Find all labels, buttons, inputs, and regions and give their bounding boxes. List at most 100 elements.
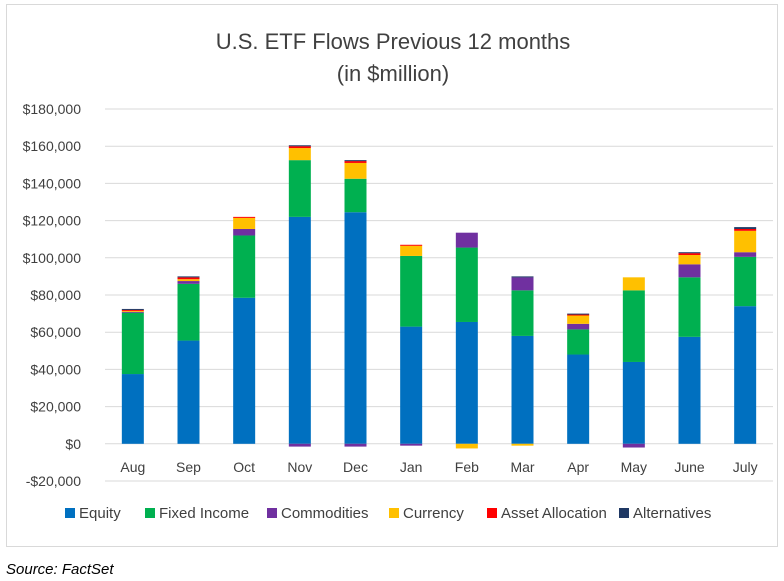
bar-commodities-sep	[177, 281, 200, 284]
bar-currency-nov	[288, 148, 311, 161]
bar-commodities-may	[622, 443, 645, 448]
bar-asset-allocation-oct	[233, 216, 256, 218]
bar-asset-allocation-june	[678, 253, 701, 256]
bar-fixed-income-feb	[455, 247, 478, 322]
y-tick-label: $100,000	[23, 250, 82, 266]
x-axis-ticks: Aug Sep Oct Nov Dec Jan Feb Mar Apr May June July	[120, 459, 757, 475]
bar-asset-allocation-july	[734, 228, 757, 231]
bar-commodities-oct	[233, 228, 256, 236]
bar-currency-june	[678, 255, 701, 265]
bar-currency-may	[622, 277, 645, 291]
legend: Equity Fixed Income Commodities Currency Ass…	[65, 505, 711, 522]
x-tick-label: Dec	[343, 459, 368, 475]
bar-alternatives-sep	[177, 276, 200, 278]
chart-frame: U.S. ETF Flows Previous 12 months (in $m…	[6, 4, 778, 547]
legend-label-asset-allocation: Asset Allocation	[501, 505, 607, 522]
bar-fixed-income-oct	[233, 235, 256, 298]
bar-currency-oct	[233, 217, 256, 229]
bar-commodities-apr	[567, 323, 590, 330]
bar-commodities-july	[734, 252, 757, 257]
bar-commodities-june	[678, 264, 701, 278]
x-tick-label: Feb	[455, 459, 479, 475]
y-tick-label: -$20,000	[26, 473, 81, 489]
x-tick-label: June	[674, 459, 705, 475]
bar-asset-allocation-aug	[121, 309, 144, 311]
bar-alternatives-july	[734, 227, 757, 229]
bar-currency-aug	[121, 310, 144, 312]
bar-asset-allocation-sep	[177, 277, 200, 280]
bar-asset-allocation-nov	[288, 146, 311, 149]
gridlines	[105, 108, 773, 482]
y-tick-label: $120,000	[23, 213, 82, 229]
bar-currency-july	[734, 230, 757, 253]
bar-commodities-jan	[400, 443, 423, 446]
bar-commodities-nov	[288, 443, 311, 447]
y-tick-label: $60,000	[30, 324, 81, 340]
x-tick-label: Mar	[510, 459, 534, 475]
x-tick-label: May	[621, 459, 647, 475]
bar-commodities-dec	[344, 443, 367, 447]
bar-commodities-mar	[511, 277, 534, 291]
bar-asset-allocation-jan	[400, 244, 423, 246]
legend-swatch-commodities	[267, 508, 277, 518]
bar-equity-aug	[121, 374, 144, 444]
bar-currency-apr	[567, 315, 590, 324]
legend-label-commodities: Commodities	[281, 505, 369, 522]
bar-equity-june	[678, 336, 701, 444]
chart-subtitle: (in $million)	[337, 61, 449, 86]
bar-equity-oct	[233, 297, 256, 444]
y-tick-label: $20,000	[30, 399, 81, 415]
y-tick-label: $80,000	[30, 287, 81, 303]
legend-swatch-currency	[389, 508, 399, 518]
x-tick-label: Oct	[233, 459, 255, 475]
bar-fixed-income-mar	[511, 290, 534, 336]
bar-alternatives-nov	[288, 145, 311, 147]
legend-swatch-fixed-income	[145, 508, 155, 518]
bar-fixed-income-may	[622, 290, 645, 362]
bar-currency-mar	[511, 443, 534, 446]
bar-equity-feb	[455, 321, 478, 444]
bar-equity-apr	[567, 354, 590, 444]
bar-alternatives-mar	[511, 276, 534, 278]
bar-fixed-income-dec	[344, 178, 367, 213]
bar-equity-may	[622, 361, 645, 444]
bar-equity-sep	[177, 340, 200, 444]
source-note: Source: FactSet	[6, 561, 114, 578]
y-tick-label: $160,000	[23, 138, 82, 154]
x-tick-label: Nov	[287, 459, 312, 475]
legend-label-equity: Equity	[79, 505, 121, 522]
bar-asset-allocation-dec	[344, 161, 367, 163]
legend-swatch-equity	[65, 508, 75, 518]
bar-fixed-income-sep	[177, 283, 200, 341]
bar-commodities-aug	[121, 311, 144, 313]
x-tick-label: July	[733, 459, 758, 475]
x-tick-label: Apr	[567, 459, 589, 475]
bar-fixed-income-june	[678, 277, 701, 337]
y-tick-label: $140,000	[23, 175, 82, 191]
bar-equity-mar	[511, 335, 534, 444]
y-tick-label: $40,000	[30, 361, 81, 377]
y-tick-label: $180,000	[23, 101, 82, 117]
legend-swatch-alternatives	[619, 508, 629, 518]
etf-flows-chart: U.S. ETF Flows Previous 12 months (in $m…	[23, 29, 773, 522]
bar-equity-jan	[400, 326, 423, 444]
bar-alternatives-aug	[121, 308, 144, 310]
bar-asset-allocation-apr	[567, 314, 590, 316]
bar-commodities-feb	[455, 232, 478, 248]
x-tick-label: Sep	[176, 459, 201, 475]
bars	[121, 145, 757, 449]
y-axis-ticks: -$20,000 $0 $20,000 $40,000 $60,000 $80,000 $1…	[23, 101, 82, 489]
legend-label-currency: Currency	[403, 505, 464, 522]
bar-alternatives-dec	[344, 160, 367, 162]
bar-currency-jan	[400, 245, 423, 256]
chart-title: U.S. ETF Flows Previous 12 months	[216, 29, 571, 54]
bar-currency-dec	[344, 162, 367, 179]
bar-alternatives-apr	[567, 313, 590, 315]
legend-label-alternatives: Alternatives	[633, 505, 711, 522]
bar-equity-july	[734, 306, 757, 444]
bar-equity-nov	[288, 216, 311, 444]
legend-label-fixed-income: Fixed Income	[159, 505, 249, 522]
x-tick-label: Jan	[400, 459, 423, 475]
legend-swatch-asset-allocation	[487, 508, 497, 518]
bar-currency-feb	[455, 443, 478, 449]
